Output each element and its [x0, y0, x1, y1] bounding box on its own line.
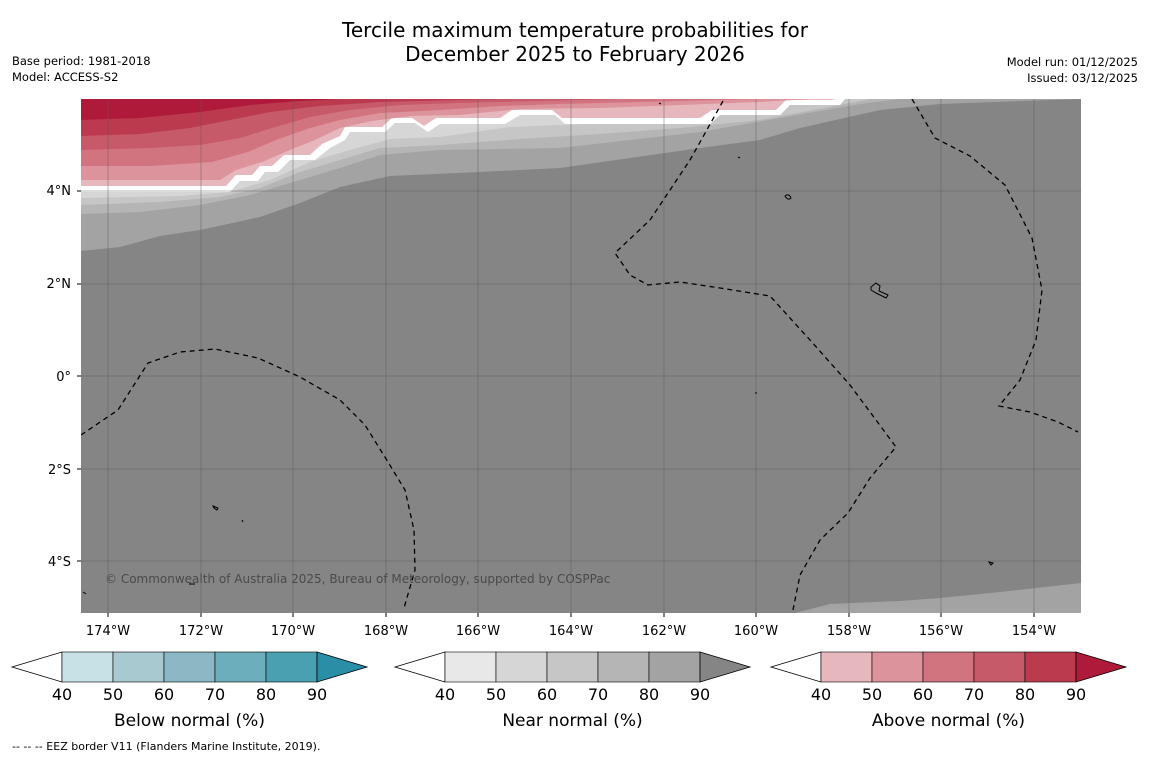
colorbar-1-tick-60: 60 — [154, 685, 174, 704]
colorbar-1-segment-3 — [163, 651, 216, 683]
colorbar-1-segment-4 — [214, 651, 267, 683]
colorbar-2-segment-4 — [597, 651, 650, 683]
lon-label-158w: 158°W — [827, 624, 871, 639]
lat-label-0: 0° — [56, 370, 71, 385]
colorbar-2-tick-90: 90 — [690, 685, 710, 704]
lat-ticks — [77, 190, 81, 562]
colorbar-3-extend-low — [769, 651, 822, 683]
colorbar-3-tick-60: 60 — [913, 685, 933, 704]
lat-label-4n: 4°N — [47, 184, 72, 199]
colorbar-1-extend-high — [316, 651, 369, 683]
colorbar-2-segment-3 — [546, 651, 599, 683]
title-line-1: Tercile maximum temperature probabilitie… — [342, 18, 808, 42]
colorbar-1: 40 50 60 70 80 90 Below normal (%) — [10, 651, 369, 731]
graticule — [81, 99, 1081, 613]
colorbar-1-tick-50: 50 — [103, 685, 123, 704]
colorbar-3-segment-1 — [820, 651, 873, 683]
lon-label-164w: 164°W — [549, 624, 593, 639]
above-normal-band-90 — [81, 99, 340, 120]
model-run: Model run: 01/12/2025 — [1006, 55, 1138, 69]
probability-field — [81, 99, 1081, 613]
base-period: Base period: 1981-2018 — [12, 54, 151, 68]
lon-label-160w: 160°W — [734, 624, 778, 639]
colorbar-2-tick-60: 60 — [537, 685, 557, 704]
colorbar-1-tick-90: 90 — [307, 685, 327, 704]
colorbar-3-segment-3 — [922, 651, 975, 683]
lon-label-170w: 170°W — [271, 624, 315, 639]
lon-label-162w: 162°W — [642, 624, 686, 639]
issued-date: Issued: 03/12/2025 — [1027, 71, 1138, 85]
colorbar-3-tick-70: 70 — [964, 685, 984, 704]
title-line-2: December 2025 to February 2026 — [405, 42, 745, 66]
lon-label-174w: 174°W — [86, 624, 130, 639]
colorbar-2: 40 50 60 70 80 90 Near normal (%) — [393, 651, 752, 731]
lon-labels: 174°W 172°W 170°W 168°W 166°W 164°W 162°… — [86, 624, 1056, 639]
colorbar-2-title: Near normal (%) — [502, 711, 642, 731]
colorbar-1-segment-1 — [61, 651, 114, 683]
colorbar-3-tick-80: 80 — [1015, 685, 1035, 704]
colorbar-3-segment-5 — [1024, 651, 1077, 683]
colorbar-2-segment-1 — [444, 651, 497, 683]
lon-label-154w: 154°W — [1012, 624, 1056, 639]
copyright-notice: © Commonwealth of Australia 2025, Bureau… — [105, 572, 611, 586]
islands — [82, 102, 994, 595]
colorbar-3-extend-high — [1075, 651, 1128, 683]
colorbars: 40 50 60 70 80 90 Below normal (%) 40 50 60 70 80 90… — [10, 651, 1128, 731]
colorbar-2-tick-50: 50 — [486, 685, 506, 704]
meta-left: Base period: 1981-2018 Model: ACCESS-S2 — [12, 53, 151, 85]
map-title: Tercile maximum temperature probabilitie… — [0, 18, 1150, 66]
colorbar-1-tick-80: 80 — [256, 685, 276, 704]
colorbar-2-extend-high — [699, 651, 752, 683]
near-normal-band-southeast — [795, 583, 1081, 613]
colorbar-1-title: Below normal (%) — [114, 711, 265, 731]
eez-borders — [81, 99, 1079, 611]
colorbar-3-tick-90: 90 — [1066, 685, 1086, 704]
colorbar-2-tick-80: 80 — [639, 685, 659, 704]
meta-right: Model run: 01/12/2025 Issued: 03/12/2025 — [1007, 54, 1138, 86]
colorbar-3-segment-4 — [973, 651, 1026, 683]
colorbar-2-segment-2 — [495, 651, 548, 683]
colorbar-2-tick-70: 70 — [588, 685, 608, 704]
colorbar-3-tick-50: 50 — [862, 685, 882, 704]
colorbar-2-extend-low — [393, 651, 446, 683]
colorbar-2-tick-40: 40 — [435, 685, 455, 704]
lon-label-168w: 168°W — [364, 624, 408, 639]
colorbar-3-title: Above normal (%) — [872, 711, 1025, 731]
colorbar-1-segment-5 — [265, 651, 318, 683]
colorbar-3-segment-2 — [871, 651, 924, 683]
colorbar-1-tick-40: 40 — [52, 685, 72, 704]
lat-labels: 4°N 2°N 0° 2°S 4°S — [47, 184, 72, 570]
colorbar-1-extend-low — [10, 651, 63, 683]
colorbar-2-segment-5 — [648, 651, 701, 683]
lat-label-2s: 2°S — [48, 463, 71, 478]
lon-label-172w: 172°W — [179, 624, 223, 639]
lon-label-156w: 156°W — [919, 624, 963, 639]
lat-label-2n: 2°N — [47, 277, 72, 292]
colorbar-1-tick-70: 70 — [205, 685, 225, 704]
lat-label-4s: 4°S — [48, 555, 71, 570]
colorbar-3: 40 50 60 70 80 90 Above normal (%) — [769, 651, 1128, 731]
model-name: Model: ACCESS-S2 — [12, 70, 119, 84]
colorbar-3-tick-40: 40 — [811, 685, 831, 704]
colorbar-1-segment-2 — [112, 651, 165, 683]
lon-label-166w: 166°W — [456, 624, 500, 639]
eez-footnote: -- -- -- EEZ border V11 (Flanders Marine… — [12, 740, 321, 753]
lon-ticks — [107, 613, 1035, 617]
